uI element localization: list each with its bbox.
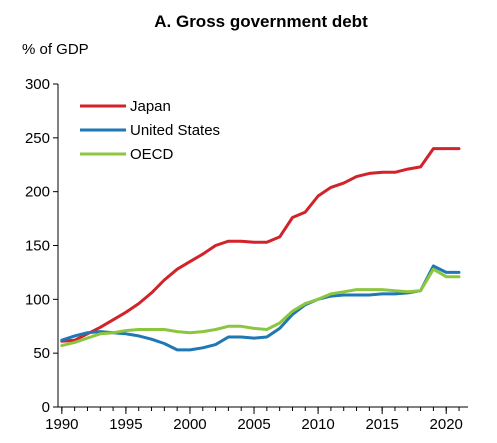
y-tick-label-250: 250 (25, 130, 50, 147)
y-tick-label-150: 150 (25, 238, 50, 255)
x-tick-label-2000: 2000 (173, 416, 206, 433)
series-line-oecd (60, 267, 461, 348)
x-tick-label-2010: 2010 (301, 416, 334, 433)
x-tick-label-2015: 2015 (365, 416, 398, 433)
y-tick-label-200: 200 (25, 184, 50, 201)
x-tick-label-1995: 1995 (109, 416, 142, 433)
y-tick-label-300: 300 (25, 76, 50, 93)
y-tick-label-100: 100 (25, 291, 50, 308)
y-tick-label-0: 0 (42, 399, 50, 416)
x-tick-label-2005: 2005 (237, 416, 270, 433)
y-tick-label-50: 50 (33, 345, 50, 362)
y-axis-unit-label: % of GDP (22, 41, 89, 58)
series-line-united-states (60, 264, 461, 352)
chart-title: A. Gross government debt (154, 12, 368, 31)
legend-label-japan: Japan (130, 98, 171, 115)
legend: Japan United States OECD (80, 98, 220, 163)
legend-label-oecd: OECD (130, 146, 174, 163)
legend-label-united-states: United States (130, 122, 220, 139)
series-line-japan (60, 147, 461, 343)
axes: 0 50 100 150 200 250 300 1990 1995 2000 2005 2010 20… (25, 76, 468, 433)
x-tick-label-1990: 1990 (45, 416, 78, 433)
x-tick-label-2020: 2020 (430, 416, 463, 433)
series-lines (60, 147, 461, 352)
